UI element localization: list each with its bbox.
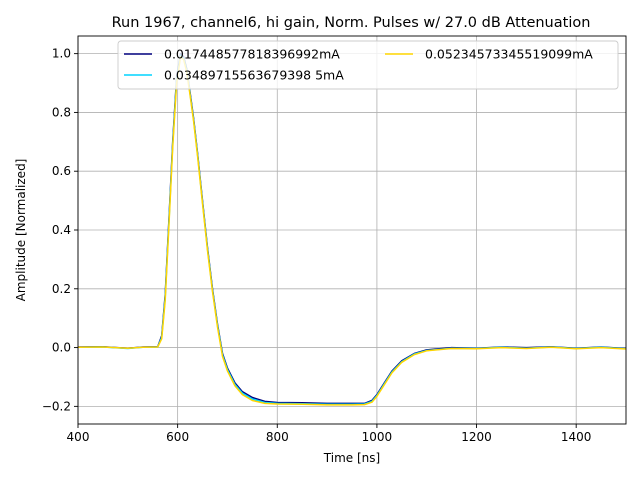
x-tick-label: 1400 <box>561 430 592 444</box>
y-axis: −0.2 0.0 0.2 0.4 0.6 0.8 1.0 <box>42 47 78 413</box>
y-tick-label: 0.4 <box>52 223 71 237</box>
legend-label-3: 0.05234573345519099mA <box>425 47 593 62</box>
y-axis-label: Amplitude [Normalized] <box>14 159 28 302</box>
series-line-3 <box>77 55 627 406</box>
x-tick-label: 600 <box>166 430 189 444</box>
x-tick-label: 800 <box>266 430 289 444</box>
legend: 0.017448577818396992mA 0.0348971556367939… <box>117 40 619 90</box>
x-tick-label: 1000 <box>362 430 393 444</box>
y-tick-label: 0.6 <box>52 164 71 178</box>
y-tick-label: 0.8 <box>52 105 71 119</box>
x-tick-label: 1200 <box>461 430 492 444</box>
legend-label-2: 0.03489715563679398 5mA <box>164 68 344 83</box>
y-tick-label: 1.0 <box>52 47 71 61</box>
x-tick-label: 400 <box>67 430 90 444</box>
legend-box <box>117 40 619 90</box>
y-tick-label: −0.2 <box>42 399 71 413</box>
chart-title: Run 1967, channel6, hi gain, Norm. Pulse… <box>112 15 591 31</box>
y-tick-label: 0.0 <box>52 341 71 355</box>
x-axis: 400 600 800 1000 1200 1400 <box>67 424 592 444</box>
series-group <box>77 52 627 406</box>
legend-label-1: 0.017448577818396992mA <box>164 47 340 62</box>
x-axis-label: Time [ns] <box>323 451 380 465</box>
y-tick-label: 0.2 <box>52 282 71 296</box>
